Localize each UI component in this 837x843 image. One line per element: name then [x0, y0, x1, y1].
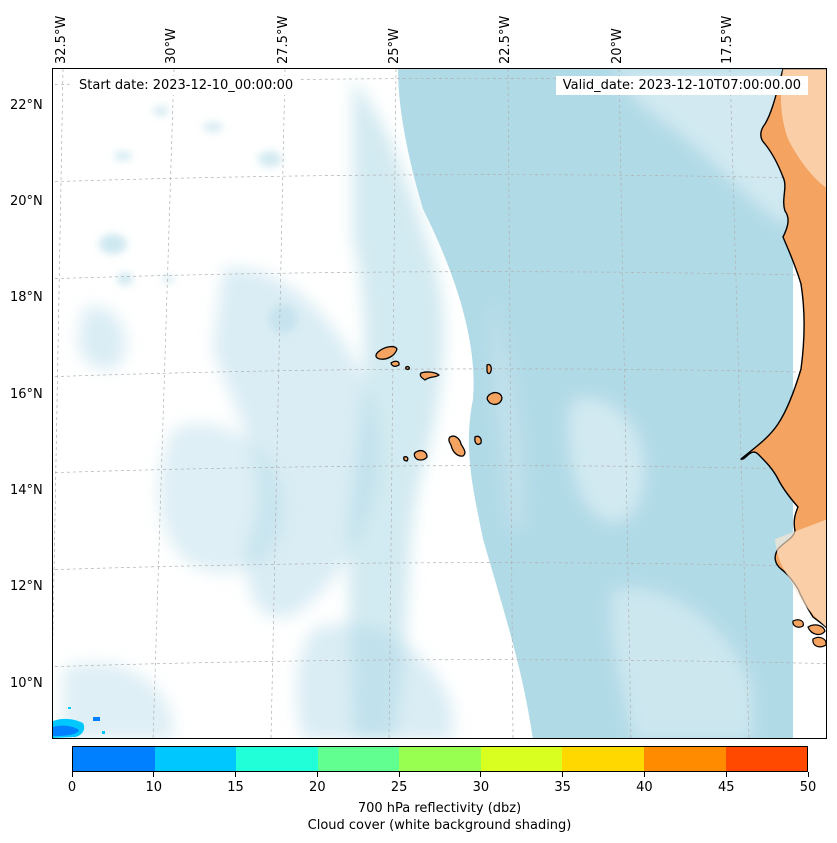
island-boa-vista [486, 391, 503, 405]
colorbar-segment [725, 747, 808, 771]
island-santiago [448, 435, 466, 457]
coastal-islands [792, 619, 826, 648]
colorbar-tick-label: 30 [472, 780, 490, 795]
island-sal [486, 363, 492, 375]
island-brava [403, 456, 409, 462]
colorbar-title: 700 hPa reflectivity (dbz) [357, 801, 522, 816]
colorbar-tick [807, 772, 809, 777]
colorbar-tick-label: 50 [799, 780, 817, 795]
colorbar-segment [154, 747, 237, 771]
colorbar-tick [725, 772, 727, 777]
colorbar-tick [398, 772, 400, 777]
lat-label: 16°N [10, 387, 43, 402]
cloud-small-cells [99, 106, 297, 333]
colorbar-tick-label: 35 [554, 780, 571, 795]
cloud-soft-patches [63, 69, 793, 738]
colorbar [72, 746, 808, 772]
reflectivity-cells [53, 707, 105, 738]
lat-label: 12°N [10, 579, 43, 594]
colorbar-segment [399, 747, 481, 771]
colorbar-tick-label: 45 [717, 780, 735, 795]
colorbar-segment [236, 747, 318, 771]
colorbar-tick-label: 15 [227, 780, 244, 795]
colorbar-tick-label: 20 [309, 780, 326, 795]
island-sao-nicolau [419, 371, 440, 381]
island-santa-luzia [405, 365, 410, 371]
colorbar-segment [643, 747, 726, 771]
lat-label: 10°N [10, 676, 43, 691]
colorbar-segment [562, 747, 644, 771]
lon-label: 32.5°W [54, 15, 69, 64]
colorbar-tick [643, 772, 645, 777]
colorbar-tick [480, 772, 482, 777]
lat-label: 20°N [10, 194, 43, 209]
colorbar-tick-label: 25 [390, 780, 408, 795]
lat-label: 22°N [10, 98, 43, 113]
lon-label: 27.5°W [276, 15, 291, 64]
land-cloud-shading-south [775, 519, 826, 628]
lon-label: 30°W [164, 28, 179, 64]
lon-label: 17.5°W [720, 15, 735, 64]
colorbar-tick [316, 772, 318, 777]
start-date-label: Start date: 2023-12-10_00:00:00 [72, 76, 301, 95]
colorbar-tick [71, 772, 73, 777]
lon-label: 22.5°W [498, 15, 513, 64]
cape-verde-islands [375, 345, 503, 462]
colorbar-tick [235, 772, 237, 777]
colorbar-tick [562, 772, 564, 777]
map-plot-area[interactable] [52, 68, 827, 739]
colorbar-segment [480, 747, 563, 771]
colorbar-tick-label: 40 [636, 780, 653, 795]
lon-label: 25°W [387, 28, 402, 64]
colorbar-tick-label: 0 [67, 780, 77, 795]
island-fogo [413, 450, 428, 461]
west-africa-land [740, 69, 826, 629]
map-canvas [53, 69, 826, 738]
colorbar-segment [73, 747, 155, 771]
graticule [53, 69, 826, 738]
island-santo-antao [375, 345, 398, 360]
island-maio [474, 435, 482, 445]
island-sao-vicente [390, 360, 400, 367]
colorbar-tick [153, 772, 155, 777]
colorbar-subtitle: Cloud cover (white background shading) [307, 818, 572, 833]
land-cloud-shading [780, 69, 826, 188]
colorbar-tick-label: 10 [145, 780, 163, 795]
lat-label: 14°N [10, 483, 43, 498]
lon-label: 20°W [610, 28, 625, 64]
cloud-cover-shading [63, 69, 793, 738]
colorbar-segment [317, 747, 400, 771]
lat-label: 18°N [10, 290, 43, 305]
valid-date-label: Valid_date: 2023-12-10T07:00:00.00 [555, 76, 808, 95]
